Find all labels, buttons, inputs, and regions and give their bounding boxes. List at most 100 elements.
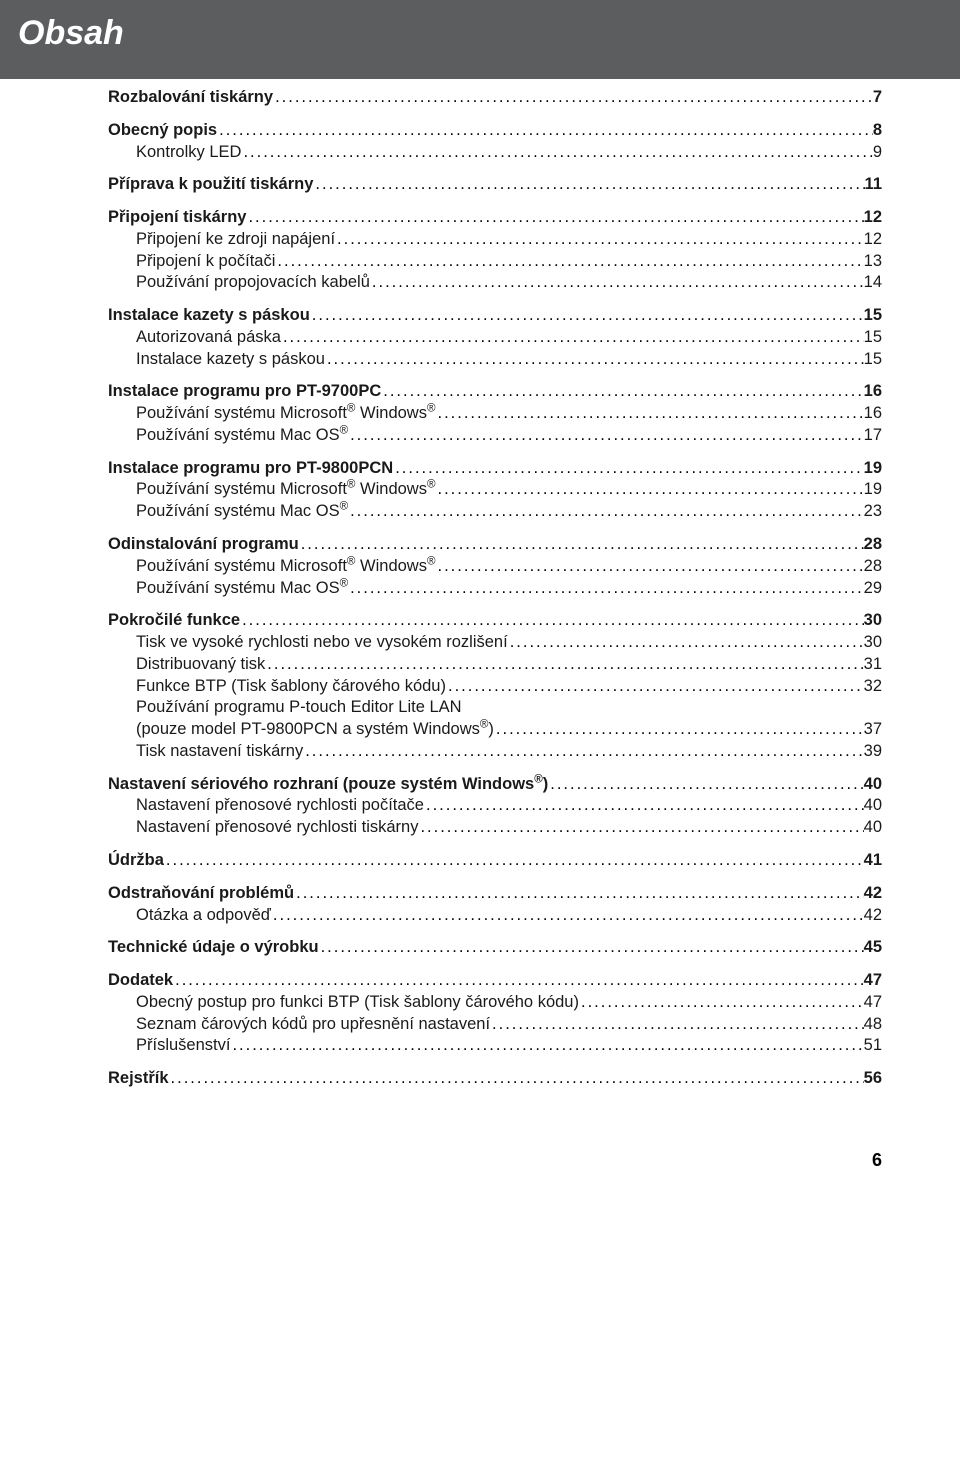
toc-label: Připojení ke zdroji napájení — [136, 229, 335, 251]
toc-subsection[interactable]: Nastavení přenosové rychlosti počítače..… — [108, 795, 882, 817]
toc-page-number: 37 — [864, 719, 882, 741]
toc-section[interactable]: Instalace programu pro PT-9800PCN.......… — [108, 458, 882, 480]
toc-subsection[interactable]: Používání propojovacích kabelů..........… — [108, 272, 882, 294]
toc-subsection[interactable]: Používání systému Microsoft® Windows®...… — [108, 403, 882, 425]
toc-section[interactable]: Technické údaje o výrobku...............… — [108, 937, 882, 959]
toc-section[interactable]: Příprava k použití tiskárny.............… — [108, 174, 882, 196]
toc-subsection[interactable]: Seznam čárových kódů pro upřesnění nasta… — [108, 1014, 882, 1036]
toc-page-number: 40 — [864, 774, 882, 796]
toc-label: Distribuovaný tisk — [136, 654, 265, 676]
toc-subsection[interactable]: Používání systému Mac OS®...............… — [108, 578, 882, 600]
toc-section[interactable]: Rejstřík................................… — [108, 1068, 882, 1090]
toc-page-number: 29 — [864, 578, 882, 600]
toc-leader-dots: ........................................… — [579, 992, 864, 1014]
toc-leader-dots: ........................................… — [435, 556, 863, 578]
toc-page-number: 47 — [864, 992, 882, 1014]
toc-page-number: 12 — [864, 207, 882, 229]
toc-leader-dots: ........................................… — [310, 305, 864, 327]
toc-subsection[interactable]: Používání systému Mac OS®...............… — [108, 501, 882, 523]
toc-section[interactable]: Pokročilé funkce........................… — [108, 610, 882, 632]
toc-label: Otázka a odpověď — [136, 905, 271, 927]
toc-leader-dots: ........................................… — [335, 229, 864, 251]
toc-label: Nastavení sériového rozhraní (pouze syst… — [108, 774, 548, 796]
toc-label: Používání systému Microsoft® Windows® — [136, 479, 435, 501]
toc-section[interactable]: Odstraňování problémů...................… — [108, 883, 882, 905]
toc-subsection[interactable]: Kontrolky LED...........................… — [108, 142, 882, 164]
toc-leader-dots: ........................................… — [508, 632, 864, 654]
toc-leader-dots: ........................................… — [325, 349, 864, 371]
toc-leader-dots: ........................................… — [435, 403, 863, 425]
toc-leader-dots: ........................................… — [319, 937, 864, 959]
toc-page-number: 56 — [864, 1068, 882, 1090]
toc-page-number: 39 — [864, 741, 882, 763]
toc-label: Seznam čárových kódů pro upřesnění nasta… — [136, 1014, 490, 1036]
toc-subsection[interactable]: Tisk ve vysoké rychlosti nebo ve vysokém… — [108, 632, 882, 654]
toc-page-number: 28 — [864, 556, 882, 578]
toc-page-number: 31 — [864, 654, 882, 676]
toc-leader-dots: ........................................… — [348, 425, 864, 447]
toc-subsection[interactable]: Připojení k počítači....................… — [108, 251, 882, 273]
toc-subsection[interactable]: Autorizovaná páska......................… — [108, 327, 882, 349]
toc-section[interactable]: Údržba..................................… — [108, 850, 882, 872]
toc-leader-dots: ........................................… — [241, 142, 872, 164]
toc-subsection[interactable]: Používání systému Mac OS®...............… — [108, 425, 882, 447]
toc-label: (pouze model PT-9800PCN a systém Windows… — [136, 719, 494, 741]
toc-label: Pokročilé funkce — [108, 610, 240, 632]
toc-subsection[interactable]: Funkce BTP (Tisk šablony čárového kódu).… — [108, 676, 882, 698]
toc-label: Instalace programu pro PT-9800PCN — [108, 458, 393, 480]
toc-section[interactable]: Dodatek.................................… — [108, 970, 882, 992]
toc-label: Příslušenství — [136, 1035, 230, 1057]
toc-section[interactable]: Připojení tiskárny......................… — [108, 207, 882, 229]
toc-page-number: 19 — [864, 479, 882, 501]
toc-page-number: 7 — [873, 87, 882, 109]
toc-label: Údržba — [108, 850, 164, 872]
toc-label: Používání programu P-touch Editor Lite L… — [136, 697, 882, 719]
toc-label: Nastavení přenosové rychlosti počítače — [136, 795, 424, 817]
toc-page-number: 11 — [865, 174, 882, 196]
toc-subsection[interactable]: Příslušenství...........................… — [108, 1035, 882, 1057]
toc-label: Instalace kazety s páskou — [108, 305, 310, 327]
toc-label: Autorizovaná páska — [136, 327, 281, 349]
toc-page-number: 12 — [864, 229, 882, 251]
toc-page-number: 15 — [864, 327, 882, 349]
toc-label: Tisk nastavení tiskárny — [136, 741, 303, 763]
toc-page-number: 47 — [864, 970, 882, 992]
toc-leader-dots: ........................................… — [348, 578, 864, 600]
toc-page-number: 42 — [864, 883, 882, 905]
toc-label: Tisk ve vysoké rychlosti nebo ve vysokém… — [136, 632, 508, 654]
toc-label: Připojení k počítači — [136, 251, 275, 273]
toc-page-number: 16 — [864, 403, 882, 425]
toc-subsection[interactable]: Připojení ke zdroji napájení............… — [108, 229, 882, 251]
toc-section[interactable]: Odinstalování programu..................… — [108, 534, 882, 556]
toc-subsection[interactable]: Obecný postup pro funkci BTP (Tisk šablo… — [108, 992, 882, 1014]
toc-section[interactable]: Nastavení sériového rozhraní (pouze syst… — [108, 774, 882, 796]
toc-subsection[interactable]: Distribuovaný tisk......................… — [108, 654, 882, 676]
toc-label: Funkce BTP (Tisk šablony čárového kódu) — [136, 676, 446, 698]
toc-page-number: 15 — [864, 305, 882, 327]
toc-leader-dots: ........................................… — [273, 87, 873, 109]
toc-subsection[interactable]: Otázka a odpověď........................… — [108, 905, 882, 927]
toc-section[interactable]: Obecný popis............................… — [108, 120, 882, 142]
toc-page-number: 40 — [864, 795, 882, 817]
toc-page-number: 8 — [873, 120, 882, 142]
toc-section[interactable]: Rozbalování tiskárny....................… — [108, 87, 882, 109]
toc-subsection[interactable]: Používání programu P-touch Editor Lite L… — [108, 697, 882, 741]
toc-page-number: 14 — [864, 272, 882, 294]
toc-leader-dots: ........................................… — [313, 174, 864, 196]
toc-page-number: 41 — [864, 850, 882, 872]
toc-page-number: 13 — [864, 251, 882, 273]
toc-leader-dots: ........................................… — [381, 381, 863, 403]
toc-leader-dots: ........................................… — [494, 719, 864, 741]
toc-section[interactable]: Instalace programu pro PT-9700PC........… — [108, 381, 882, 403]
toc-section[interactable]: Instalace kazety s páskou...............… — [108, 305, 882, 327]
toc-leader-dots: ........................................… — [217, 120, 873, 142]
toc-label: Technické údaje o výrobku — [108, 937, 319, 959]
toc-subsection[interactable]: Používání systému Microsoft® Windows®...… — [108, 556, 882, 578]
toc-subsection[interactable]: Používání systému Microsoft® Windows®...… — [108, 479, 882, 501]
toc-leader-dots: ........................................… — [271, 905, 864, 927]
table-of-contents: Rozbalování tiskárny....................… — [0, 79, 960, 1120]
toc-subsection[interactable]: Tisk nastavení tiskárny.................… — [108, 741, 882, 763]
toc-subsection[interactable]: Nastavení přenosové rychlosti tiskárny..… — [108, 817, 882, 839]
toc-subsection[interactable]: Instalace kazety s páskou...............… — [108, 349, 882, 371]
toc-page-number: 30 — [864, 632, 882, 654]
